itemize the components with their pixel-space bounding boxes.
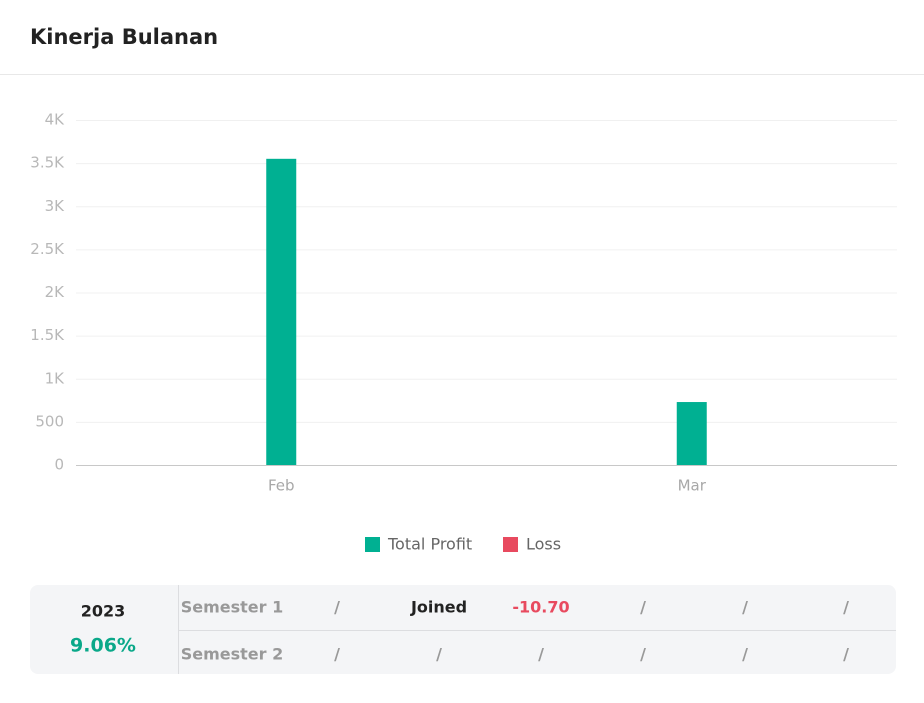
legend-swatch xyxy=(503,537,518,552)
table-return: 9.06% xyxy=(70,635,136,657)
y-tick-label: 2K xyxy=(45,283,66,301)
table-cell: / xyxy=(640,645,646,664)
table-cell: / xyxy=(334,598,340,617)
table-cell: / xyxy=(334,645,340,664)
y-tick-label: 500 xyxy=(35,412,64,430)
table-cell: / xyxy=(742,598,748,617)
table-year: 2023 xyxy=(81,602,126,621)
table-cell: Joined xyxy=(410,598,467,617)
card-title: Kinerja Bulanan xyxy=(30,25,218,49)
row-label: Semester 2 xyxy=(181,645,284,664)
table-cell: -10.70 xyxy=(512,598,569,617)
table-cell: / xyxy=(843,645,849,664)
table-cell: / xyxy=(436,645,442,664)
summary-table xyxy=(30,585,896,674)
legend-label: Loss xyxy=(526,535,561,554)
y-tick-label: 0 xyxy=(54,456,64,474)
y-tick-label: 1K xyxy=(45,369,66,387)
y-tick-label: 3.5K xyxy=(30,154,65,172)
y-tick-label: 3K xyxy=(45,197,66,215)
y-tick-label: 1.5K xyxy=(30,326,65,344)
y-tick-label: 2.5K xyxy=(30,240,65,258)
x-tick-label: Feb xyxy=(268,477,295,495)
table-cell: / xyxy=(538,645,544,664)
y-tick-label: 4K xyxy=(45,111,66,129)
table-cell: / xyxy=(843,598,849,617)
table-cell: / xyxy=(742,645,748,664)
legend-label: Total Profit xyxy=(387,535,472,554)
bar xyxy=(266,158,297,465)
bar xyxy=(676,402,707,465)
row-label: Semester 1 xyxy=(181,598,284,617)
table-cell: / xyxy=(640,598,646,617)
x-tick-label: Mar xyxy=(678,477,707,495)
legend-swatch xyxy=(365,537,380,552)
